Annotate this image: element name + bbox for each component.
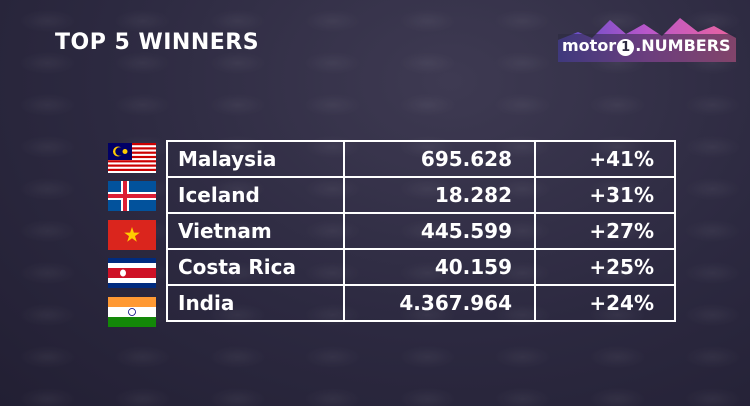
country-cell: Vietnam [166, 212, 345, 250]
table-row: Malaysia 695.628 +41% [166, 140, 676, 178]
country-cell: Costa Rica [166, 248, 345, 286]
growth-cell: +31% [534, 176, 676, 214]
growth-cell: +41% [534, 140, 676, 178]
sales-cell: 445.599 [343, 212, 536, 250]
sales-cell: 18.282 [343, 176, 536, 214]
table-row: Costa Rica 40.159 +25% [166, 248, 676, 286]
growth-cell: +25% [534, 248, 676, 286]
sales-cell: 695.628 [343, 140, 536, 178]
logo-brand: motor [562, 36, 617, 55]
flag-costa-rica [108, 258, 156, 288]
country-cell: Malaysia [166, 140, 345, 178]
growth-cell: +27% [534, 212, 676, 250]
country-cell: India [166, 284, 345, 322]
table-row: Vietnam 445.599 +27% [166, 212, 676, 250]
logo-graphic [558, 18, 736, 62]
growth-cell: +24% [534, 284, 676, 322]
sales-cell: 40.159 [343, 248, 536, 286]
title: TOP 5 WINNERS [55, 30, 260, 55]
table-row: India 4.367.964 +24% [166, 284, 676, 322]
winners-table: Malaysia 695.628 +41% Iceland 18.282 +31% Viet… [166, 140, 676, 322]
flag-malaysia [108, 143, 156, 173]
country-cell: Iceland [166, 176, 345, 214]
sales-cell: 4.367.964 [343, 284, 536, 322]
table-row: Iceland 18.282 +31% [166, 176, 676, 214]
flag-india [108, 297, 156, 327]
logo: motor 1 .NUMBERS [558, 14, 736, 62]
logo-number: 1 [617, 39, 635, 56]
logo-label: .NUMBERS [635, 36, 731, 55]
flag-iceland [108, 181, 156, 211]
flag-vietnam [108, 220, 156, 250]
